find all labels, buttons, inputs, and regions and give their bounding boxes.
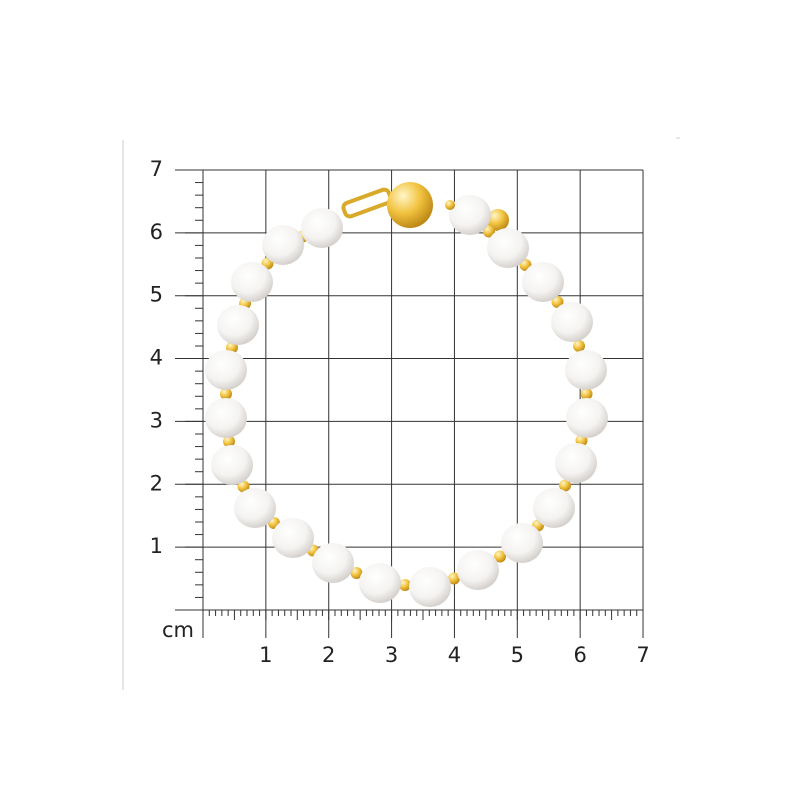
- pearl: [566, 398, 608, 438]
- pearl: [555, 443, 597, 483]
- pearl: [205, 398, 247, 438]
- clasp: [341, 187, 393, 219]
- gold-bead: [483, 225, 495, 238]
- y-label: 2: [150, 471, 163, 495]
- pearl: [217, 305, 259, 345]
- pearl: [234, 488, 276, 528]
- pearl: [565, 350, 607, 390]
- gold-bead: [445, 200, 455, 210]
- pearl: [312, 543, 354, 583]
- gold-tag: [487, 209, 509, 231]
- pearl: [449, 195, 491, 235]
- gold-bead: [237, 480, 250, 493]
- y-label: 4: [150, 346, 163, 370]
- x-label: 2: [322, 643, 335, 667]
- y-label: 7: [150, 157, 163, 181]
- x-label: 6: [573, 643, 586, 667]
- y-label: 1: [150, 534, 163, 558]
- pearl: [409, 567, 451, 607]
- x-label: 3: [385, 643, 398, 667]
- pearl: [272, 518, 314, 558]
- x-label: 4: [448, 643, 461, 667]
- clasp-ball: [387, 182, 433, 228]
- x-label: 7: [636, 643, 649, 667]
- pearl: [301, 208, 343, 248]
- y-label: 6: [150, 220, 163, 244]
- gold-bead: [559, 479, 571, 492]
- pearl: [205, 350, 247, 390]
- gold-bead: [573, 340, 585, 352]
- pearl: [487, 228, 529, 268]
- y-label: 5: [150, 283, 163, 307]
- unit-label: cm: [162, 618, 194, 642]
- pearl: [551, 302, 593, 342]
- pearl: [231, 262, 273, 302]
- pearl: [522, 262, 564, 302]
- gold-bead: [220, 388, 232, 400]
- pearl: [211, 445, 253, 485]
- x-label: 1: [259, 643, 272, 667]
- gold-bead: [580, 388, 593, 400]
- gold-bead: [494, 550, 506, 563]
- pearl: [501, 523, 543, 563]
- x-label: 5: [511, 643, 524, 667]
- pearl: [359, 563, 401, 603]
- pearl: [457, 550, 499, 590]
- pearl: [533, 488, 575, 528]
- pearl: [262, 225, 304, 265]
- gold-bead: [223, 435, 235, 448]
- gold-bead: [399, 579, 411, 591]
- gold-bead: [551, 296, 564, 308]
- gold-bead: [448, 572, 460, 585]
- gold-bead: [350, 567, 363, 579]
- y-label: 3: [150, 408, 163, 432]
